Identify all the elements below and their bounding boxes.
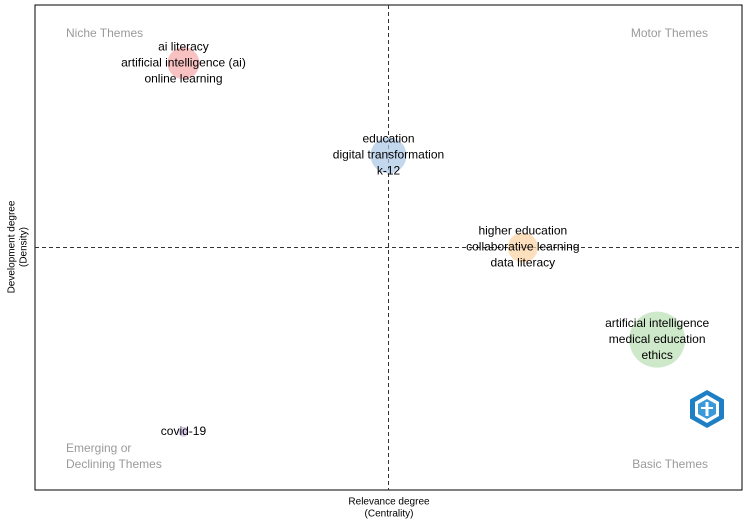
quadrant-label: Declining Themes bbox=[66, 457, 162, 471]
y-axis-title-line: (Density) bbox=[19, 227, 30, 267]
bubble bbox=[507, 232, 538, 263]
logo bbox=[690, 390, 724, 428]
cluster-label: collaborative learning bbox=[466, 240, 579, 254]
y-axis-title: Development degree (Density) bbox=[7, 200, 30, 293]
x-axis-title: Relevance degree bbox=[348, 497, 430, 508]
bubble bbox=[167, 47, 200, 80]
cluster-label: ai literacy bbox=[158, 39, 209, 53]
bubble bbox=[178, 426, 189, 437]
bubble bbox=[629, 311, 686, 368]
cluster-label: education bbox=[362, 132, 414, 146]
cluster-label: data literacy bbox=[490, 256, 555, 270]
cluster-label: digital transformation bbox=[333, 148, 444, 162]
cluster-label: medical education bbox=[609, 332, 706, 346]
cluster-label: k-12 bbox=[377, 164, 401, 178]
x-axis-title: (Centrality) bbox=[365, 509, 414, 520]
quadrant-label: Emerging or bbox=[66, 441, 131, 455]
cluster-label: artificial intelligence bbox=[605, 316, 709, 330]
cluster-label: artificial intelligence (ai) bbox=[121, 55, 246, 69]
quadrant-label: Basic Themes bbox=[632, 457, 708, 471]
cluster-label: higher education bbox=[478, 224, 567, 238]
quadrant-label: Motor Themes bbox=[631, 26, 708, 40]
bubble bbox=[370, 137, 407, 174]
cluster-label: online learning bbox=[144, 71, 222, 85]
y-axis-title-line: Development degree bbox=[7, 200, 18, 293]
cluster-label: covid-19 bbox=[161, 424, 207, 438]
cluster-label: ethics bbox=[641, 348, 672, 362]
quadrant-label: Niche Themes bbox=[66, 26, 143, 40]
